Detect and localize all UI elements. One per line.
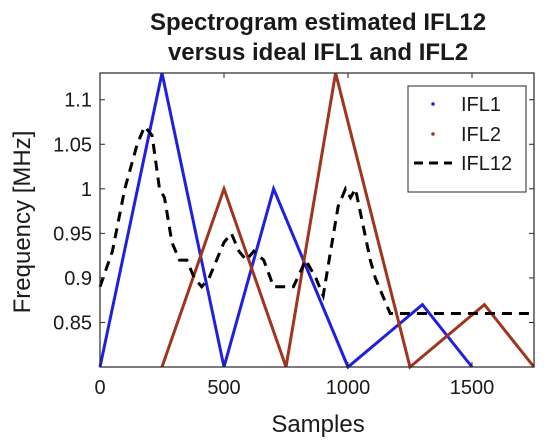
- chart-title-line-1: Spectrogram estimated IFL12: [150, 9, 486, 36]
- y-tick-label: 1.1: [64, 90, 92, 112]
- chart-title-line-2: versus ideal IFL1 and IFL2: [168, 39, 468, 66]
- legend-swatch-ifl1: [431, 102, 435, 106]
- legend-label-ifl2: IFL2: [461, 124, 501, 146]
- plot-frame: [99, 72, 535, 368]
- x-axis-label: Samples: [271, 411, 364, 438]
- x-tick-label: 1000: [326, 377, 371, 399]
- legend: IFL1 IFL2 IFL12: [407, 85, 527, 193]
- y-tick-label: 0.9: [64, 268, 92, 290]
- x-tick-label: 0: [94, 377, 105, 399]
- x-tick-label: 500: [207, 377, 240, 399]
- y-axis-label: Frequency [MHz]: [9, 131, 36, 314]
- legend-swatch-ifl2: [431, 132, 435, 136]
- y-tick-label: 1: [81, 179, 92, 201]
- x-ticks: 0 500 1000 1500: [94, 73, 494, 399]
- series-line-ifl12: [98, 123, 534, 315]
- y-tick-label: 1.05: [53, 134, 92, 156]
- legend-label-ifl12: IFL12: [461, 153, 512, 175]
- legend-label-ifl1: IFL1: [461, 94, 501, 116]
- legend-box: [407, 85, 527, 193]
- y-tick-label: 0.95: [53, 223, 92, 245]
- y-ticks: 0.85 0.9 0.95 1 1.05 1.1: [53, 90, 534, 334]
- y-tick-label: 0.85: [53, 312, 92, 334]
- x-tick-label: 1500: [450, 377, 495, 399]
